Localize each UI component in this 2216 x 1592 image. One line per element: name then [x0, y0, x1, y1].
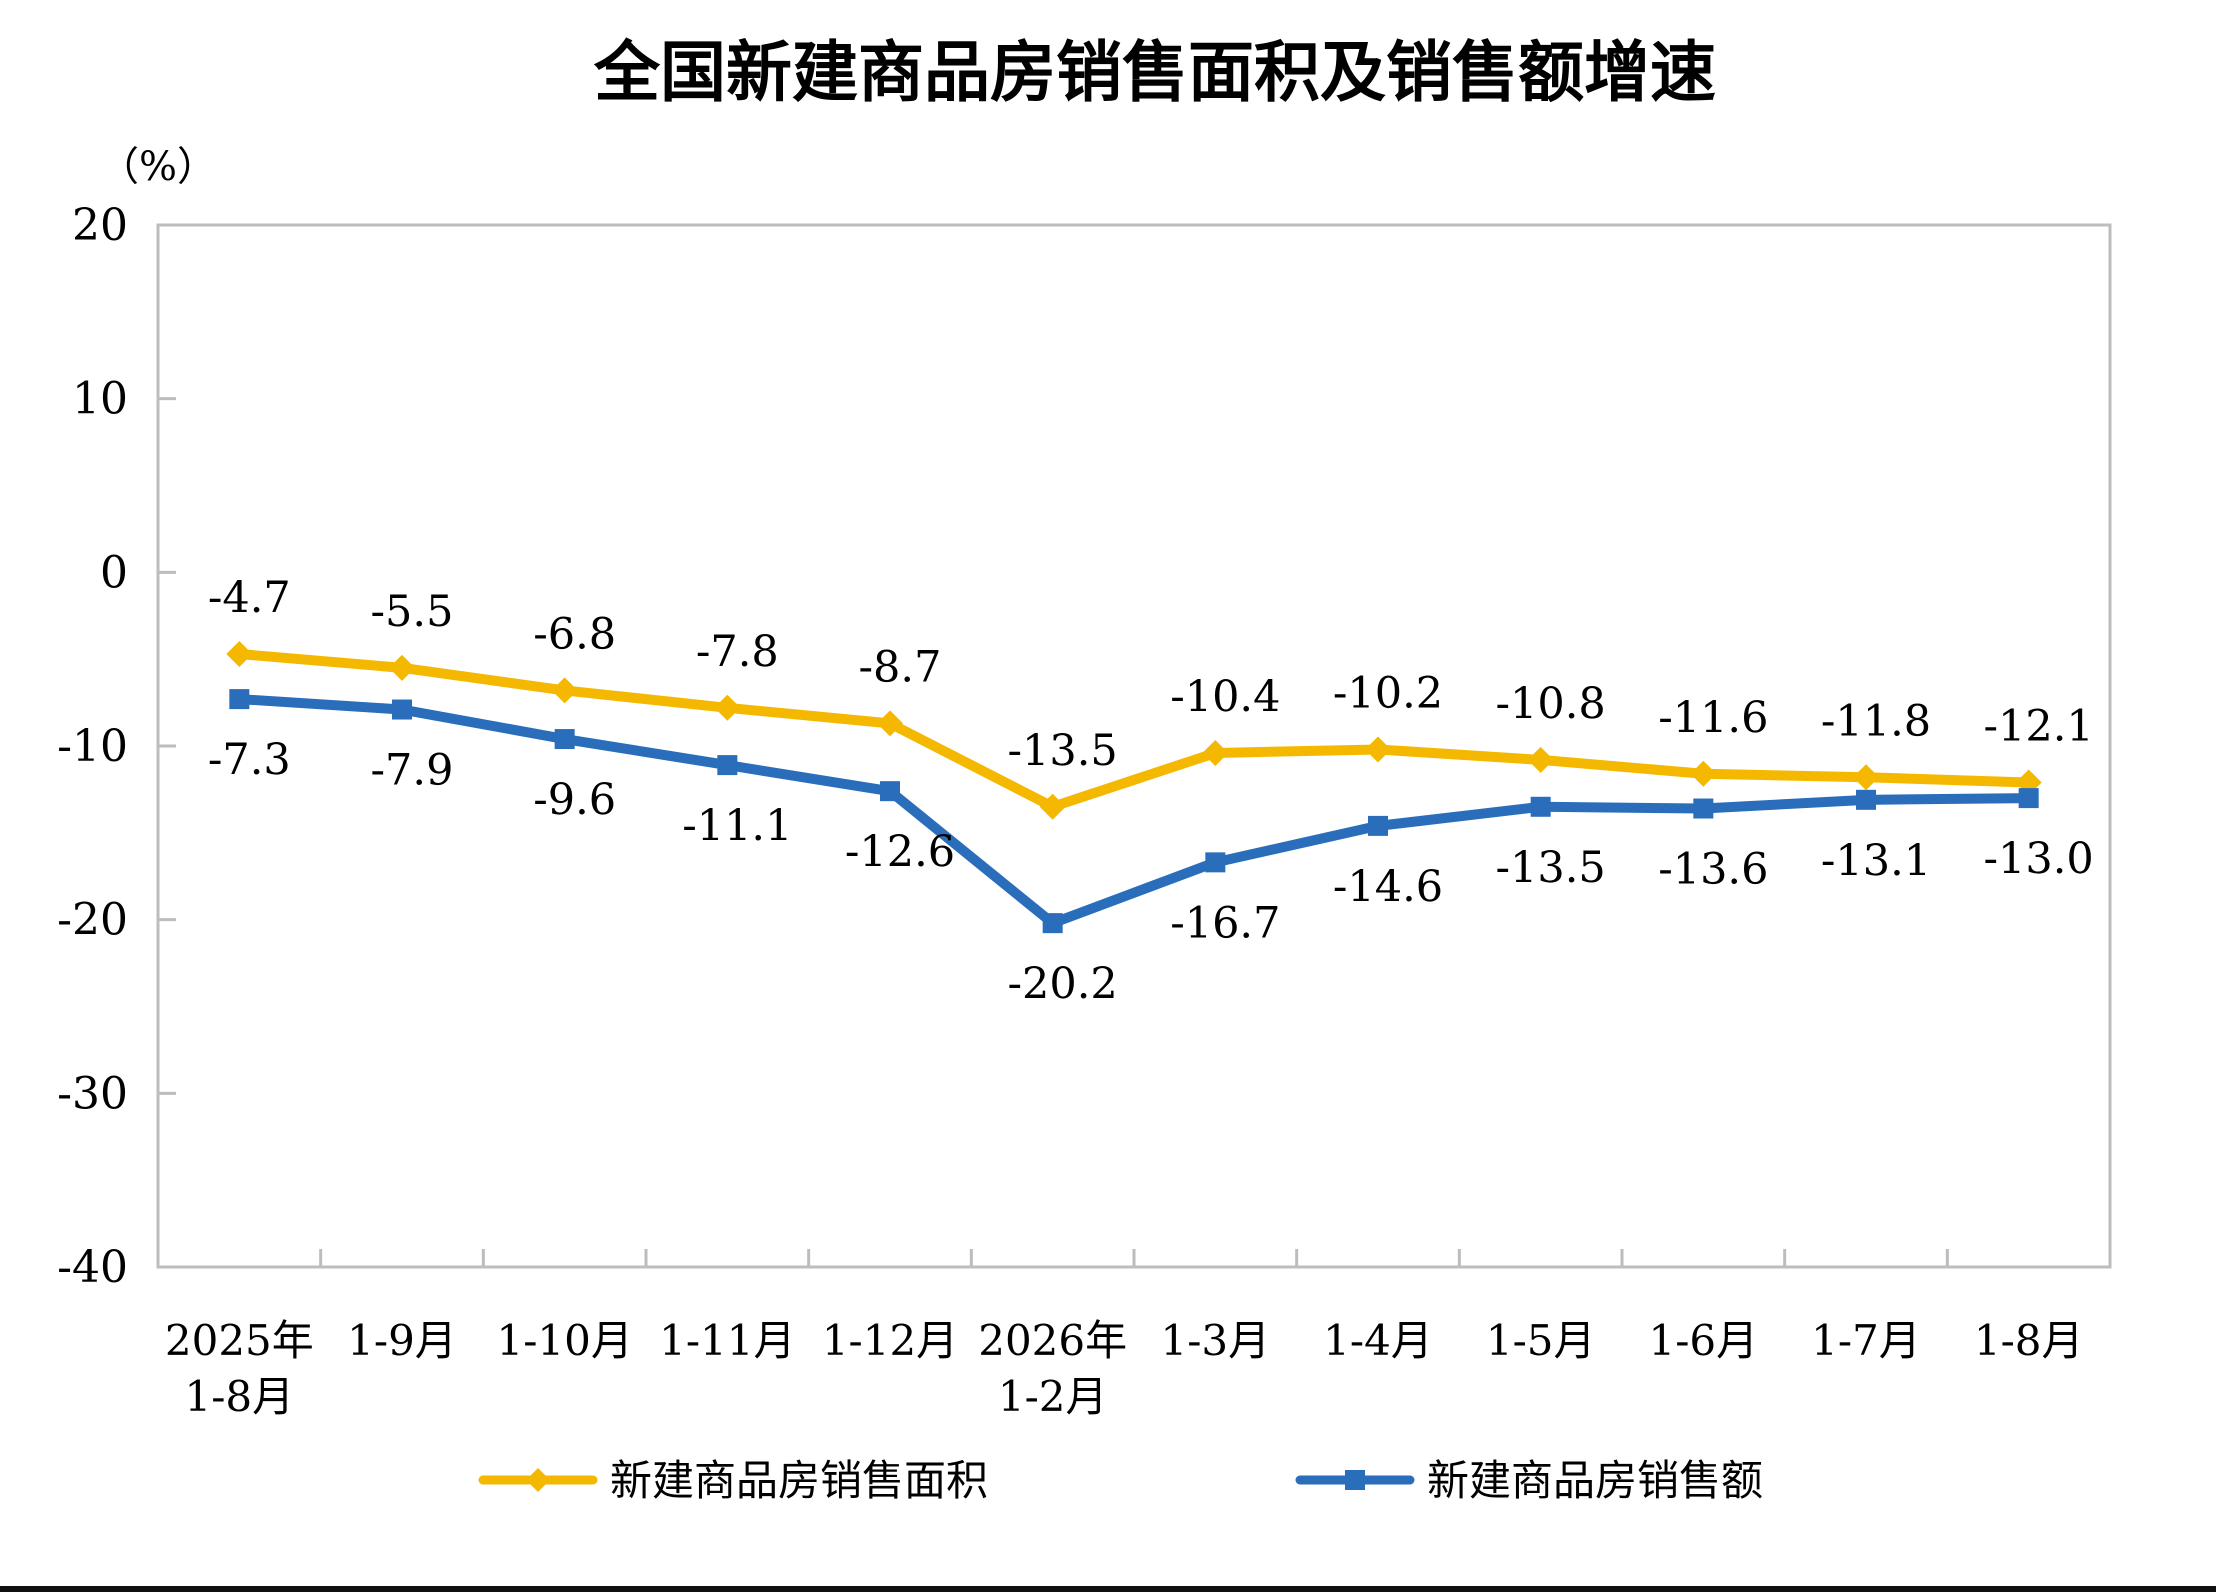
data-label: -10.2 — [1333, 668, 1443, 718]
series-marker-diamond — [877, 710, 903, 737]
data-label: -13.1 — [1821, 836, 1931, 886]
x-tick-label: 1-7月 — [1811, 1316, 1921, 1365]
data-label: -5.5 — [371, 587, 454, 637]
x-tick-label: 2026年 — [978, 1316, 1127, 1365]
x-tick-label: 1-11月 — [659, 1316, 795, 1365]
legend-label: 新建商品房销售面积 — [610, 1456, 988, 1505]
data-label: -4.7 — [208, 573, 291, 623]
x-tick-label: 2025年 — [165, 1316, 314, 1365]
data-label: -12.6 — [845, 827, 955, 877]
x-tick-label: 1-5月 — [1486, 1316, 1596, 1365]
series-marker-square — [2018, 788, 2039, 809]
series-marker-square — [1205, 852, 1226, 873]
data-label: -16.7 — [1170, 898, 1280, 948]
series-marker-diamond — [389, 654, 415, 681]
x-tick-label: 1-8月 — [1974, 1316, 2084, 1365]
data-label: -11.6 — [1658, 693, 1768, 743]
y-tick-label: -10 — [57, 721, 128, 772]
series-marker-square — [1530, 796, 1551, 817]
series-layer — [226, 640, 2042, 934]
legend-marker-square — [1345, 1470, 1365, 1490]
chart-title: 全国新建商品房销售面积及销售额增速 — [593, 34, 1716, 111]
data-label: -13.5 — [1008, 726, 1118, 776]
legend: 新建商品房销售面积 新建商品房销售额 — [478, 1456, 1763, 1505]
data-label: -9.6 — [533, 775, 616, 825]
data-label: -13.6 — [1658, 845, 1768, 895]
x-tick-label: 1-3月 — [1161, 1316, 1271, 1365]
data-label: -20.2 — [1008, 959, 1118, 1009]
legend-label: 新建商品房销售额 — [1427, 1456, 1763, 1505]
x-tick-label: 1-9月 — [347, 1316, 457, 1365]
series-marker-square — [1856, 789, 1876, 810]
y-axis: 20 10 0 -10 -20 -30 -40 — [57, 200, 176, 1293]
data-label: -7.3 — [208, 735, 291, 785]
data-label: -13.5 — [1496, 843, 1606, 893]
data-label: -10.8 — [1496, 679, 1606, 729]
data-label: -14.6 — [1333, 862, 1443, 912]
data-label: -13.0 — [1984, 834, 2094, 884]
x-tick-label: 1-4月 — [1323, 1316, 1433, 1365]
series-marker-square — [1368, 815, 1388, 836]
data-label: -10.4 — [1170, 672, 1280, 722]
data-label: -8.7 — [859, 642, 942, 692]
y-tick-label: 20 — [72, 200, 128, 251]
series-marker-diamond — [1853, 764, 1879, 791]
y-tick-label: -30 — [57, 1068, 128, 1119]
series-marker-square — [392, 699, 412, 720]
x-tick-label: 1-2月 — [998, 1372, 1108, 1421]
y-tick-label: 10 — [72, 374, 128, 425]
y-tick-label: 0 — [100, 547, 128, 598]
x-tick-label: 1-8月 — [185, 1372, 295, 1421]
series-line-1 — [234, 694, 2034, 929]
x-axis: 2025年 1-8月 1-9月 1-10月 1-11月 1-12月 2026年 1-2月 1-3… — [165, 1249, 2084, 1421]
series-marker-diamond — [1690, 760, 1717, 787]
series-line-0 — [234, 648, 2034, 812]
series-marker-diamond — [551, 677, 578, 704]
x-tick-label: 1-10月 — [496, 1316, 632, 1365]
series-marker-diamond — [1202, 739, 1229, 766]
data-label: -12.1 — [1984, 701, 2094, 751]
data-label: -7.8 — [696, 627, 779, 677]
data-label: -11.8 — [1821, 696, 1931, 746]
y-axis-unit-label: （%） — [99, 144, 217, 190]
series-marker-square — [229, 689, 250, 710]
series-marker-square — [1693, 798, 1714, 819]
series-marker-diamond — [1365, 736, 1391, 763]
series-marker-square — [880, 781, 900, 802]
x-tick-label: 1-6月 — [1649, 1316, 1759, 1365]
bottom-rule — [0, 1586, 2216, 1592]
series-marker-square — [1042, 913, 1063, 934]
series-marker-diamond — [714, 694, 741, 721]
series-marker-square — [554, 729, 575, 750]
data-label: -11.1 — [682, 801, 792, 851]
x-tick-label: 1-12月 — [822, 1316, 958, 1365]
y-tick-label: -20 — [57, 895, 128, 946]
series-marker-square — [717, 755, 738, 776]
data-label: -6.8 — [533, 609, 616, 659]
data-label: -7.9 — [371, 746, 454, 796]
legend-marker-diamond — [526, 1468, 550, 1492]
series-marker-diamond — [226, 640, 253, 667]
series-marker-diamond — [1527, 746, 1554, 773]
y-tick-label: -40 — [57, 1242, 128, 1293]
data-label-layer: -4.7 -5.5 -6.8 -7.8 -8.7 -13.5 -10.4 -10.2 -10.8… — [208, 573, 2094, 1009]
series-marker-diamond — [1039, 793, 1066, 820]
